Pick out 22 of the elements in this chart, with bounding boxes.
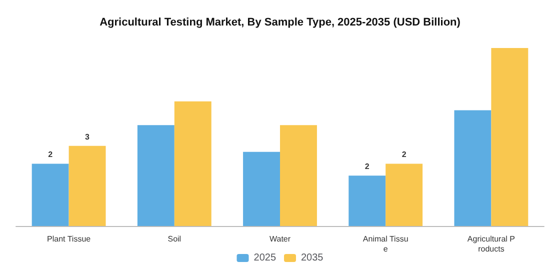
bar bbox=[348, 176, 386, 226]
legend-label: 2025 bbox=[254, 252, 276, 264]
bar bbox=[491, 48, 528, 226]
bar bbox=[454, 110, 492, 226]
bar bbox=[68, 146, 106, 226]
data-label: 2 bbox=[364, 162, 370, 172]
bar bbox=[32, 164, 69, 226]
x-tick-label: Agricultural Products bbox=[467, 234, 515, 254]
x-tick-label: Animal Tissue bbox=[362, 234, 408, 254]
data-label: 3 bbox=[85, 132, 90, 142]
x-tick-label: Water bbox=[269, 234, 291, 244]
data-label: 2 bbox=[402, 150, 407, 160]
bar bbox=[386, 164, 423, 226]
x-tick-label: Plant Tissue bbox=[47, 234, 92, 244]
chart-title: Agricultural Testing Market, By Sample Type, 2025-2035 (USD Billion) bbox=[100, 16, 461, 28]
data-label: 2 bbox=[48, 150, 54, 160]
bar bbox=[243, 152, 280, 226]
legend-label: 2035 bbox=[301, 252, 324, 264]
bar bbox=[174, 101, 212, 226]
bar bbox=[280, 125, 317, 226]
x-tick-label: Soil bbox=[168, 234, 182, 244]
bar bbox=[137, 125, 174, 226]
